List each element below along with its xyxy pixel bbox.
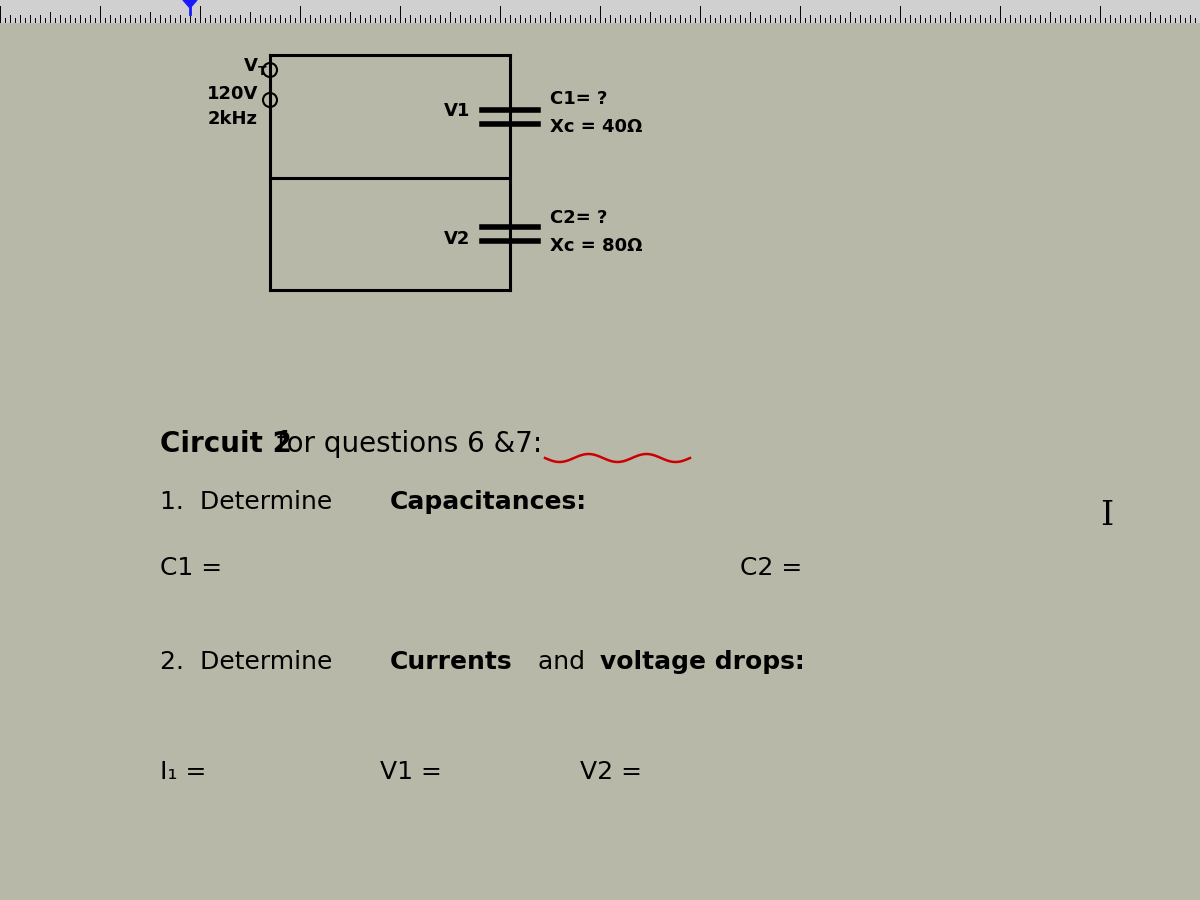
Text: Currents: Currents — [390, 650, 512, 674]
Text: voltage drops:: voltage drops: — [600, 650, 805, 674]
Text: Circuit 2: Circuit 2 — [160, 430, 292, 458]
Text: for questions 6 &7:: for questions 6 &7: — [268, 430, 542, 458]
Text: C1= ?: C1= ? — [550, 89, 607, 107]
Text: V2: V2 — [444, 230, 470, 248]
Text: V1: V1 — [444, 103, 470, 121]
Text: C2 =: C2 = — [740, 556, 803, 580]
Text: V1 =: V1 = — [380, 760, 442, 784]
Text: 2.  Determine: 2. Determine — [160, 650, 341, 674]
Text: V: V — [244, 57, 258, 75]
Text: 2kHz: 2kHz — [208, 110, 258, 128]
Text: V2 =: V2 = — [580, 760, 642, 784]
Text: 120V: 120V — [206, 85, 258, 103]
Text: and: and — [530, 650, 593, 674]
Text: Capacitances:: Capacitances: — [390, 490, 587, 514]
Text: C2= ?: C2= ? — [550, 209, 607, 227]
Text: 1.  Determine: 1. Determine — [160, 490, 341, 514]
Bar — [0, 0, 1200, 22]
Text: C1 =: C1 = — [160, 556, 222, 580]
Text: Xc = 40Ω: Xc = 40Ω — [550, 118, 642, 136]
Text: T: T — [257, 65, 266, 78]
Text: Xc = 80Ω: Xc = 80Ω — [550, 237, 642, 255]
Polygon shape — [182, 0, 197, 8]
Text: I: I — [1100, 500, 1114, 532]
Text: I₁ =: I₁ = — [160, 760, 206, 784]
